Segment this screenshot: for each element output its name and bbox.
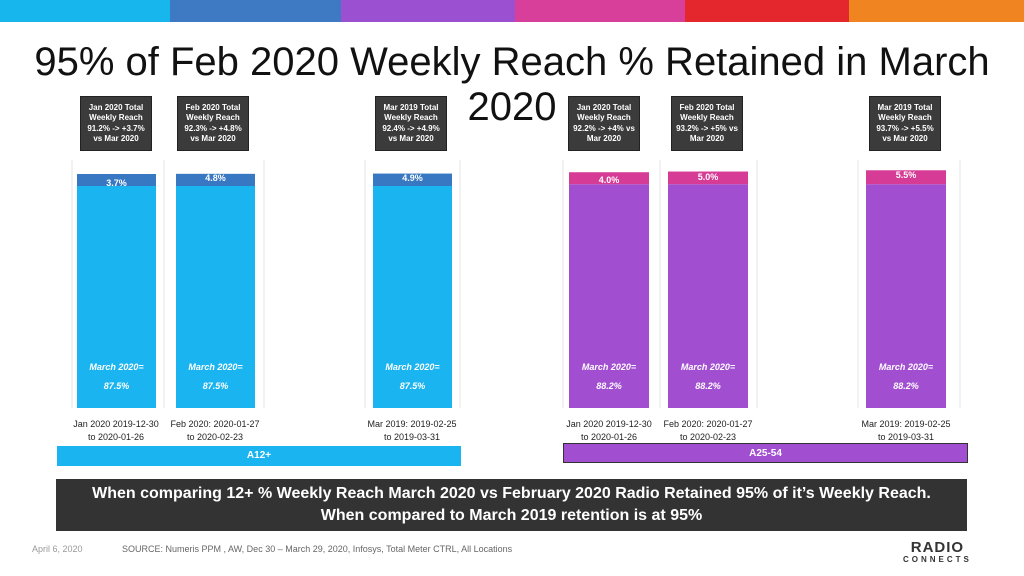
bar-callout: Jan 2020 Total Weekly Reach 91.2% -> +3.7%…	[80, 96, 152, 151]
x-category-label: Feb 2020: 2020-01-27 to 2020-02-23	[663, 419, 753, 442]
group-label-a25-54: A25-54	[563, 443, 968, 463]
footer-date: April 6, 2020	[32, 544, 83, 554]
bar-annotation: March 2020= 87.5%	[188, 362, 243, 391]
bar-callout: Jan 2020 Total Weekly Reach 92.2% -> +4% v…	[568, 96, 640, 151]
bar-base-segment	[569, 184, 649, 408]
bar-top-label: 5.5%	[895, 170, 917, 180]
bar-base-segment	[668, 184, 748, 408]
bar-callout: Feb 2020 Total Weekly Reach 92.3% -> +4.8%…	[177, 96, 249, 151]
top-bar-segment	[341, 0, 515, 22]
bar-base-segment	[77, 186, 156, 408]
bar-callout: Feb 2020 Total Weekly Reach 93.2% -> +5% v…	[671, 96, 743, 151]
bar-base-segment	[373, 186, 452, 408]
bar-annotation: March 2020= 88.2%	[878, 362, 934, 391]
x-category-label: Mar 2019: 2019-02-25 to 2019-03-31	[861, 419, 951, 442]
x-category-label: Jan 2020 2019-12-30 to 2020-01-26	[566, 419, 652, 442]
bar-top-segment	[77, 174, 156, 186]
bar-annotation: March 2020= 88.2%	[581, 362, 637, 391]
bar-group	[77, 170, 946, 408]
bar-base-segment	[866, 184, 946, 408]
bar-callout: Mar 2019 Total Weekly Reach 92.4% -> +4.9%…	[375, 96, 447, 151]
bar-top-segment	[668, 171, 748, 185]
bar-top-segment	[373, 173, 452, 186]
bar-top-label: 4.8%	[205, 173, 226, 183]
x-category-label: Jan 2020 2019-12-30 to 2020-01-26	[73, 419, 159, 442]
bar-base-segment	[176, 186, 255, 408]
bar-annotation: March 2020= 87.5%	[385, 362, 440, 391]
radio-connects-logo: RADIO CONNECTS	[903, 539, 972, 564]
top-bar-segment	[685, 0, 849, 22]
top-bar-segment	[0, 0, 170, 22]
page-title: 95% of Feb 2020 Weekly Reach % Retained …	[34, 40, 990, 129]
top-bar-segment	[849, 0, 1024, 22]
summary-line-2: When compared to March 2019 retention is…	[320, 507, 703, 524]
chart-gridlines	[71, 160, 961, 408]
x-category-label: Mar 2019: 2019-02-25 to 2019-03-31	[367, 419, 457, 442]
bar-top-label: 4.9%	[402, 173, 423, 183]
bar-top-segment	[569, 172, 649, 185]
bar-top-label: 5.0%	[697, 172, 719, 182]
top-bar-segment	[170, 0, 341, 22]
bar-top-label: 4.0%	[598, 175, 620, 185]
bar-top-label: 3.7%	[106, 178, 127, 188]
top-color-bar	[0, 0, 1024, 22]
footer-source: SOURCE: Numeris PPM , AW, Dec 30 – March…	[122, 544, 513, 554]
x-category-label: Feb 2020: 2020-01-27 to 2020-02-23	[170, 419, 260, 442]
top-bar-segment	[515, 0, 685, 22]
bar-top-segment	[176, 173, 255, 186]
bar-annotation: March 2020= 88.2%	[680, 362, 736, 391]
group-label-a12: A12+	[57, 446, 461, 466]
summary-line-1: When comparing 12+ % Weekly Reach March …	[92, 485, 931, 502]
bar-callout: Mar 2019 Total Weekly Reach 93.7% -> +5.5%…	[869, 96, 941, 151]
summary-banner: When comparing 12+ % Weekly Reach March …	[56, 479, 967, 531]
bar-annotation: March 2020= 87.5%	[89, 362, 144, 391]
bar-top-segment	[866, 170, 946, 185]
